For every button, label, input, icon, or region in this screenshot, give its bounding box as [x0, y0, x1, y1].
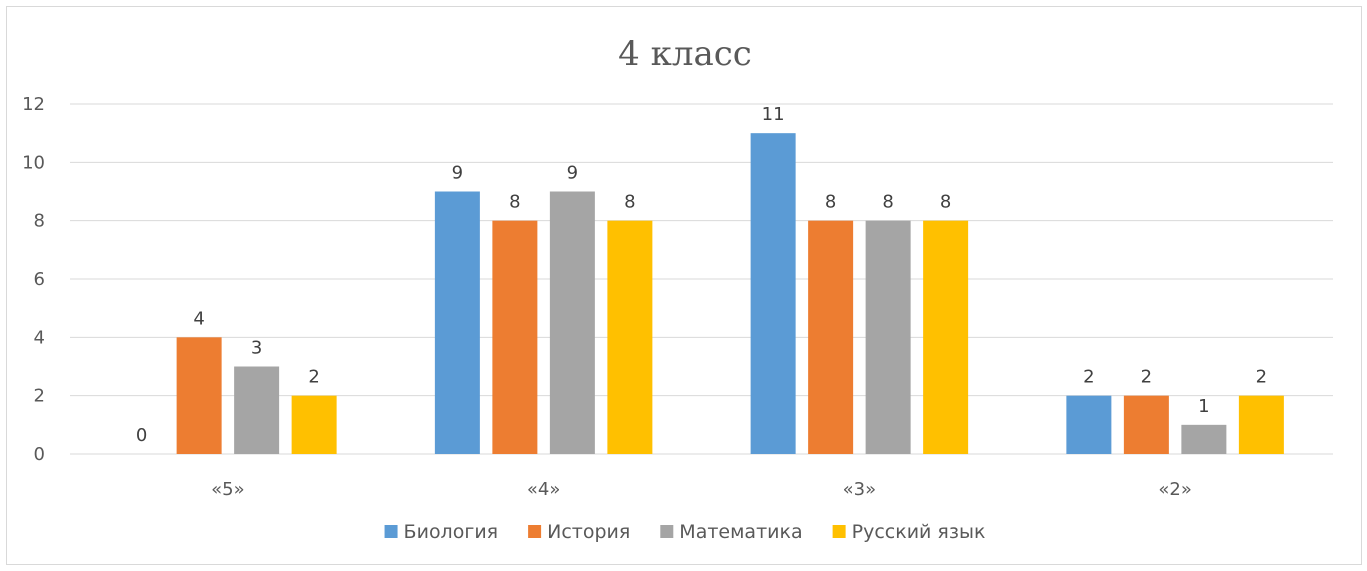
bar — [1238, 395, 1284, 454]
bar — [607, 220, 653, 454]
data-label: 2 — [1256, 367, 1267, 388]
bar — [750, 133, 796, 454]
bar — [549, 191, 595, 454]
data-label: 4 — [193, 308, 204, 329]
y-tick-label: 0 — [34, 444, 45, 465]
bar — [1123, 395, 1169, 454]
x-category-label: «2» — [1158, 479, 1191, 500]
bar — [492, 220, 538, 454]
bar — [434, 191, 480, 454]
y-tick-label: 4 — [34, 327, 45, 348]
bar — [1181, 424, 1227, 454]
data-label: 8 — [624, 192, 635, 213]
legend-swatch — [660, 525, 674, 538]
bar — [234, 366, 280, 454]
data-label: 8 — [882, 192, 893, 213]
data-label: 8 — [509, 192, 520, 213]
bars — [176, 133, 1284, 454]
legend-item: Русский язык — [832, 521, 986, 543]
data-label: 0 — [136, 425, 147, 446]
legend-swatch — [384, 525, 398, 538]
data-label: 11 — [762, 104, 785, 125]
data-label: 9 — [567, 163, 578, 184]
legend-item: Биология — [384, 521, 499, 543]
y-tick-label: 8 — [34, 211, 45, 232]
legend-label: Математика — [679, 521, 802, 543]
legend-label: Биология — [404, 521, 499, 543]
legend-swatch — [528, 525, 542, 538]
x-axis: «5» «4» «3» «2» — [211, 479, 1192, 500]
data-label: 2 — [1083, 367, 1094, 388]
x-category-label: «4» — [527, 479, 560, 500]
y-tick-label: 2 — [34, 386, 45, 407]
x-category-label: «3» — [843, 479, 876, 500]
gridlines — [70, 103, 1333, 455]
data-labels: 0 4 3 2 9 8 9 8 11 8 8 8 2 2 1 2 — [136, 104, 1267, 446]
legend-item: История — [528, 521, 630, 543]
chart-area: 4 класс 0 2 4 6 8 10 12 0 4 3 2 9 8 9 8 11 8 8 8 2 2 1 2 «5» «… — [6, 6, 1362, 565]
bar — [1066, 395, 1112, 454]
data-label: 2 — [1141, 367, 1152, 388]
y-tick-label: 12 — [22, 94, 45, 115]
x-category-label: «5» — [211, 479, 244, 500]
data-label: 8 — [940, 192, 951, 213]
legend-swatch — [832, 525, 846, 538]
data-label: 1 — [1198, 396, 1209, 417]
chart-title: 4 класс — [618, 34, 752, 74]
bar — [808, 220, 854, 454]
y-tick-label: 6 — [34, 269, 45, 290]
legend-label: Русский язык — [852, 521, 986, 543]
legend: Биология История Математика Русский язык — [384, 521, 986, 543]
data-label: 9 — [452, 163, 463, 184]
legend-label: История — [547, 521, 630, 543]
data-label: 8 — [825, 192, 836, 213]
y-axis: 0 2 4 6 8 10 12 — [22, 94, 45, 465]
bar — [865, 220, 911, 454]
data-label: 3 — [251, 338, 262, 359]
bar — [923, 220, 969, 454]
bar — [176, 337, 222, 454]
bar — [291, 395, 337, 454]
legend-item: Математика — [660, 521, 803, 543]
y-tick-label: 10 — [22, 152, 45, 173]
data-label: 2 — [308, 367, 319, 388]
